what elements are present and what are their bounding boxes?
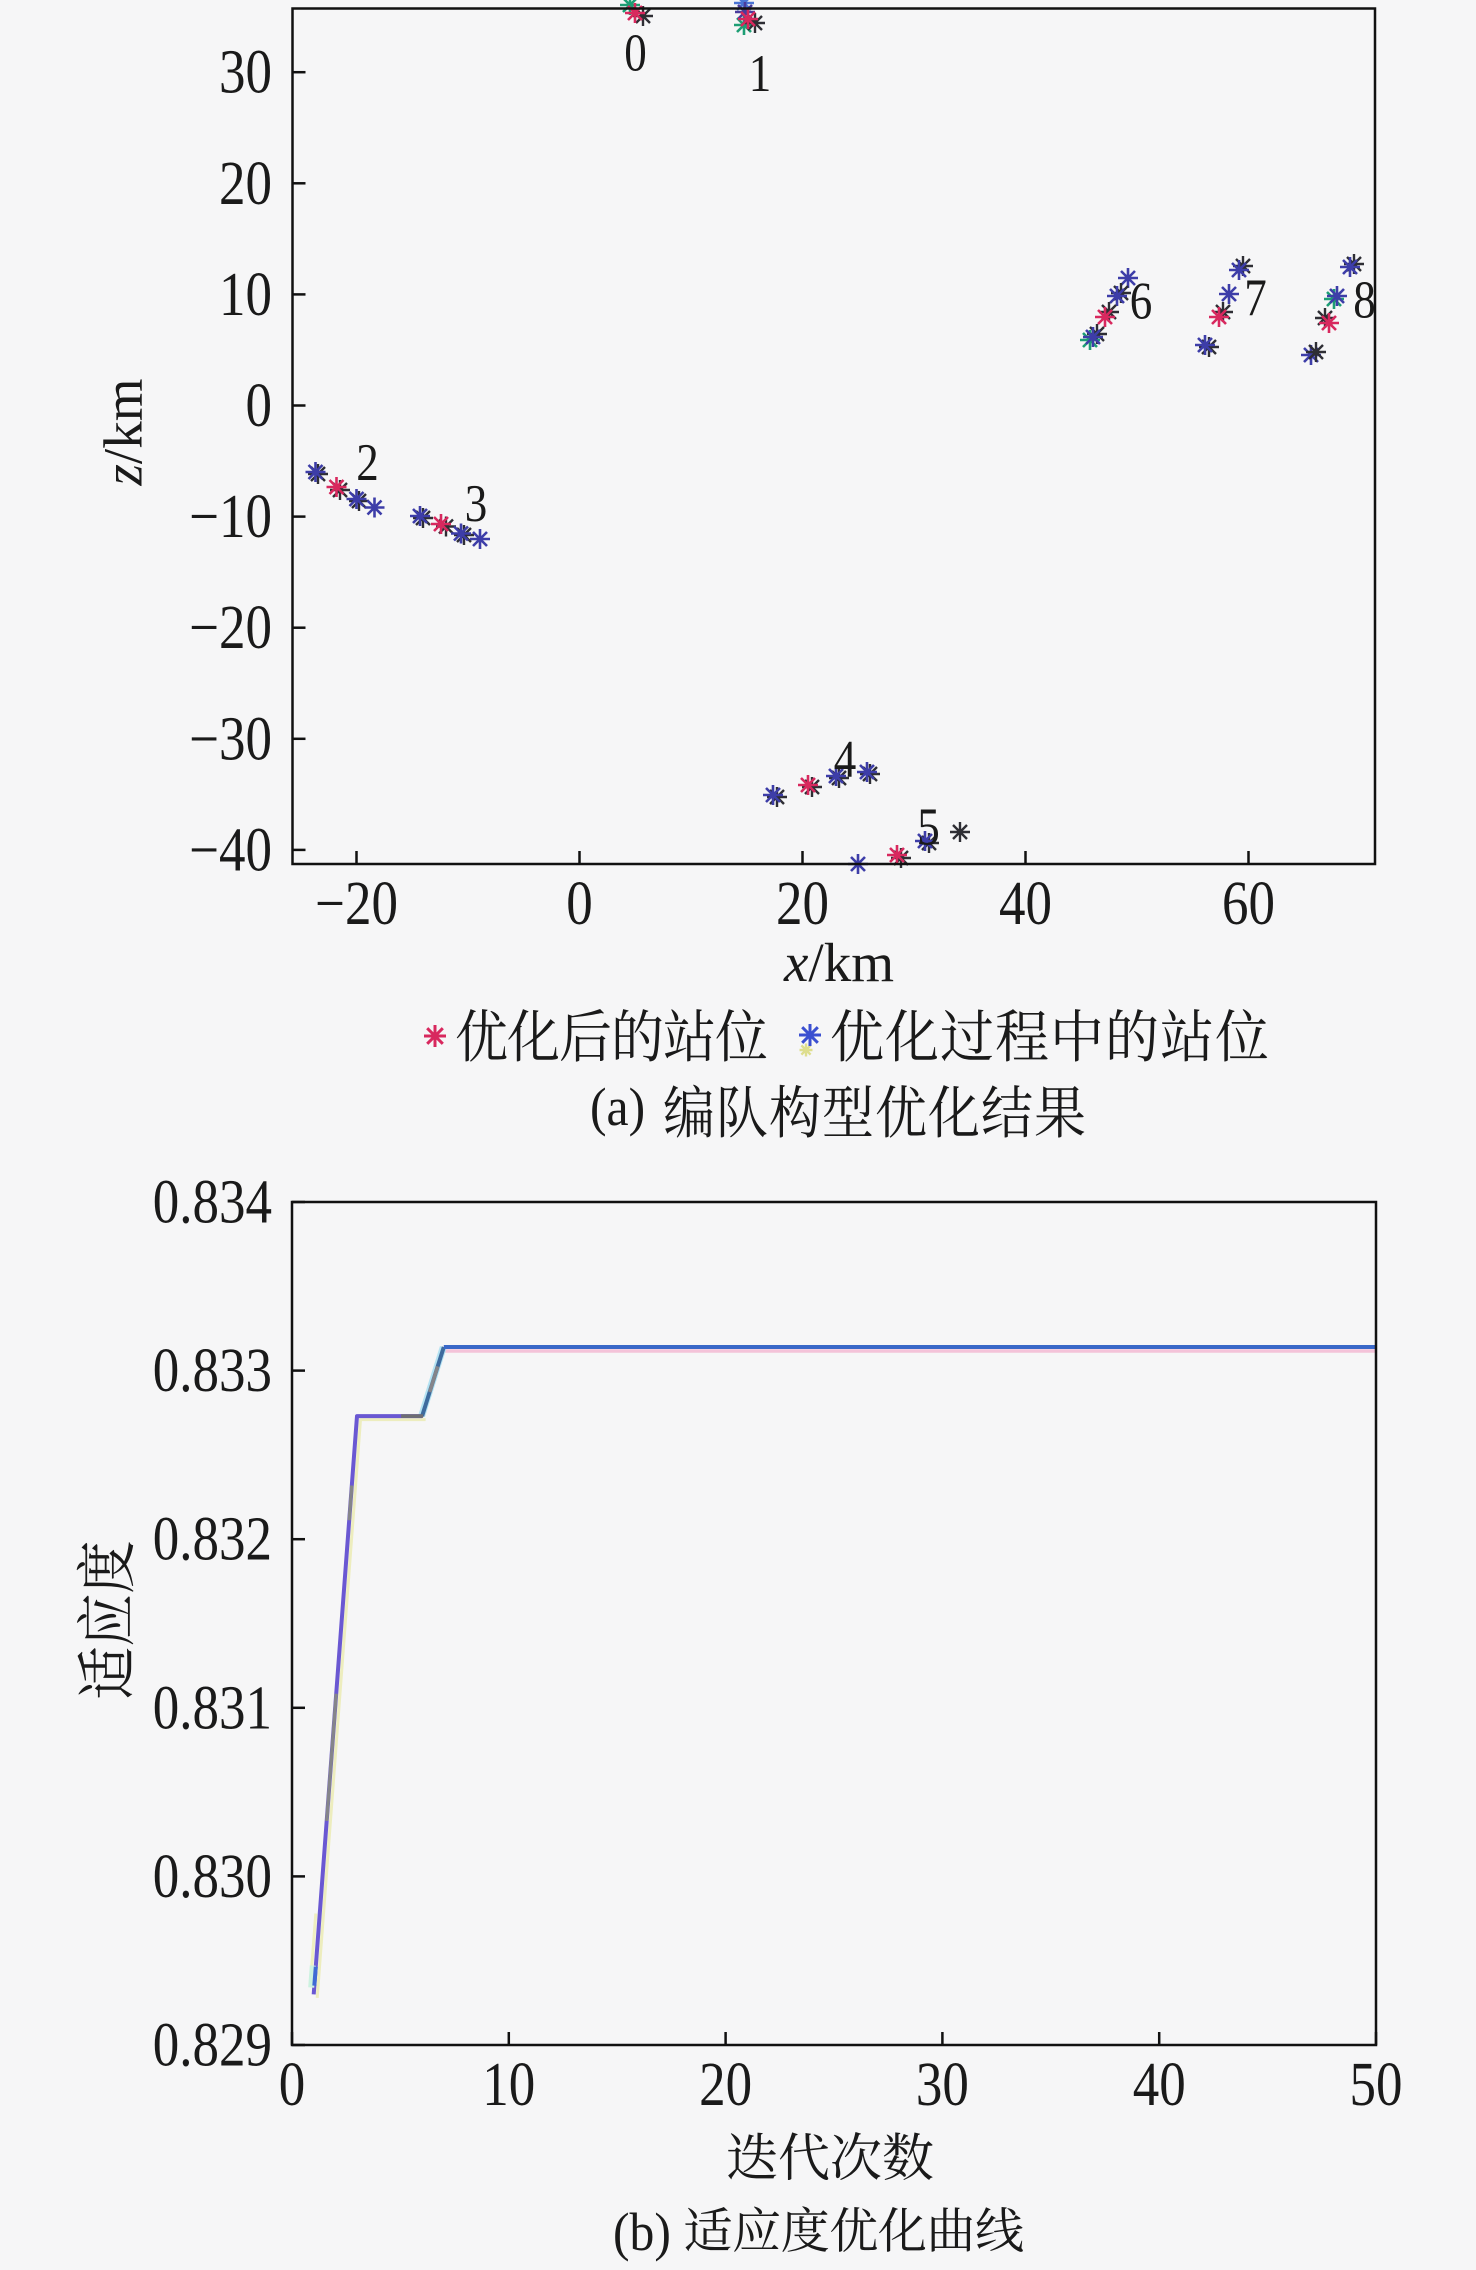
svg-text:2: 2: [356, 433, 379, 492]
svg-text:60: 60: [1222, 870, 1275, 938]
svg-text:(b): (b): [613, 2203, 671, 2262]
svg-text:−10: −10: [189, 483, 272, 551]
svg-text:20: 20: [219, 150, 272, 218]
svg-text:−30: −30: [189, 706, 272, 774]
svg-text:0.834: 0.834: [153, 1169, 272, 1237]
svg-text:0.831: 0.831: [153, 1675, 272, 1743]
svg-text:10: 10: [482, 2051, 535, 2119]
svg-text:0: 0: [566, 870, 593, 938]
svg-text:50: 50: [1349, 2051, 1402, 2119]
svg-text:40: 40: [1133, 2051, 1186, 2119]
svg-text:0: 0: [624, 23, 647, 82]
svg-text:x/km: x/km: [783, 932, 894, 993]
svg-text:(a): (a): [590, 1078, 645, 1137]
svg-text:−20: −20: [189, 594, 272, 662]
svg-text:6: 6: [1130, 271, 1153, 330]
svg-text:30: 30: [916, 2051, 969, 2119]
svg-text:0: 0: [279, 2051, 306, 2119]
svg-text:8: 8: [1353, 270, 1376, 329]
svg-text:0.833: 0.833: [153, 1337, 272, 1405]
svg-text:1: 1: [749, 44, 772, 103]
svg-text:10: 10: [219, 261, 272, 329]
svg-text:4: 4: [834, 729, 857, 788]
svg-text:−20: −20: [315, 870, 398, 938]
svg-text:30: 30: [219, 39, 272, 107]
svg-text:0.829: 0.829: [153, 2012, 272, 2080]
svg-text:0: 0: [245, 372, 272, 440]
svg-text:7: 7: [1244, 268, 1267, 327]
svg-text:0.832: 0.832: [153, 1506, 272, 1574]
svg-text:40: 40: [999, 870, 1052, 938]
svg-text:0.830: 0.830: [153, 1843, 272, 1911]
svg-text:20: 20: [776, 870, 829, 938]
svg-text:5: 5: [917, 797, 940, 856]
svg-text:−40: −40: [189, 817, 272, 885]
svg-text:3: 3: [465, 474, 488, 533]
svg-text:20: 20: [699, 2051, 752, 2119]
svg-text:z/km: z/km: [92, 379, 153, 487]
